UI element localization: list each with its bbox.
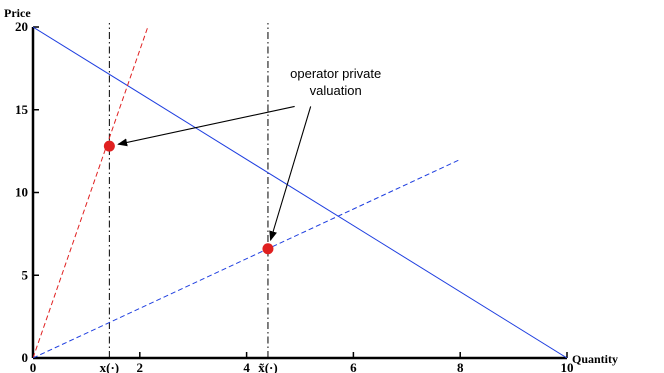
data-point-2 [262,243,274,255]
vline-label-1: x(·) [100,360,120,373]
x-tick-label: 6 [350,360,357,373]
y-tick-label: 10 [15,185,28,200]
annotation-text-line-1: operator private [290,66,381,81]
x-tick-label: 2 [137,360,144,373]
series-line-3 [33,158,461,358]
vline-label-2: x̃(·) [258,360,278,373]
series-line-1 [33,26,568,358]
series-line-2 [33,26,149,358]
x-tick-label: 8 [457,360,464,373]
x-tick-label: 4 [243,360,250,373]
x-tick-label: 10 [561,360,574,373]
annotation-arrow-1 [117,105,295,147]
y-axis-title: Price [4,6,31,20]
y-tick-label: 5 [22,267,29,282]
y-tick-label: 0 [22,350,29,365]
x-tick-label: 0 [30,360,37,373]
annotation-arrow-2 [269,106,312,242]
data-point-1 [103,140,115,152]
x-axis-title: Quantity [572,352,618,366]
annotation-text-line-2: valuation [310,83,362,98]
y-tick-label: 15 [15,102,29,117]
y-tick-label: 20 [15,19,28,34]
